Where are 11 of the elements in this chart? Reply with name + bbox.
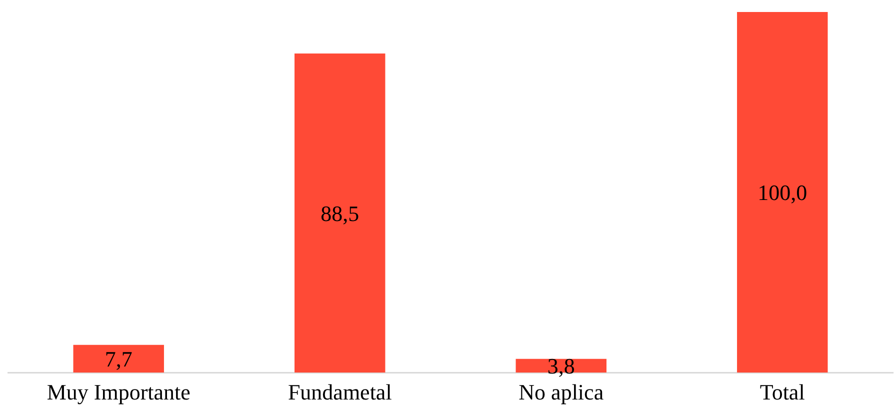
bar (73, 344, 164, 373)
bar (294, 53, 386, 373)
data-label: 88,5 (320, 200, 360, 226)
data-label: 3,8 (547, 354, 575, 379)
bar (737, 12, 828, 373)
x-tick-label: Fundametal (288, 380, 392, 405)
x-tick-label: Muy Importante (46, 380, 190, 405)
x-tick-label: Total (760, 380, 805, 405)
x-tick-label: No aplica (518, 380, 604, 405)
data-label: 7,7 (104, 346, 132, 372)
data-label: 100,0 (758, 180, 808, 206)
